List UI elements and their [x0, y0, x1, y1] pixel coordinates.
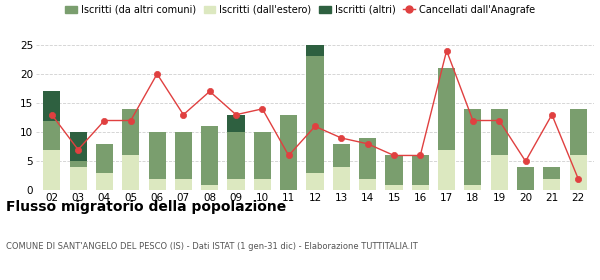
Text: Flusso migratorio della popolazione: Flusso migratorio della popolazione [6, 200, 286, 214]
Bar [412, 185, 429, 190]
Bar [333, 167, 350, 190]
Bar [307, 173, 323, 190]
Bar [43, 120, 61, 150]
Bar [201, 185, 218, 190]
Bar [280, 115, 297, 190]
Bar [227, 179, 245, 190]
Bar [201, 126, 218, 185]
Bar [464, 185, 481, 190]
Bar [149, 132, 166, 179]
Bar [491, 109, 508, 155]
Bar [307, 45, 323, 57]
Bar [569, 109, 587, 155]
Bar [464, 109, 481, 185]
Bar [569, 155, 587, 190]
Bar [517, 167, 534, 190]
Bar [385, 155, 403, 185]
Bar [227, 115, 245, 132]
Bar [333, 144, 350, 167]
Bar [43, 150, 61, 190]
Bar [149, 179, 166, 190]
Text: COMUNE DI SANT'ANGELO DEL PESCO (IS) - Dati ISTAT (1 gen-31 dic) - Elaborazione : COMUNE DI SANT'ANGELO DEL PESCO (IS) - D… [6, 242, 418, 251]
Bar [544, 167, 560, 179]
Bar [491, 155, 508, 190]
Bar [70, 161, 86, 167]
Bar [122, 109, 139, 155]
Bar [438, 68, 455, 150]
Bar [96, 144, 113, 173]
Bar [70, 167, 86, 190]
Bar [254, 132, 271, 179]
Bar [43, 91, 61, 120]
Bar [385, 185, 403, 190]
Bar [70, 132, 86, 161]
Bar [307, 57, 323, 173]
Bar [122, 155, 139, 190]
Bar [438, 150, 455, 190]
Bar [175, 132, 192, 179]
Legend: Iscritti (da altri comuni), Iscritti (dall'estero), Iscritti (altri), Cancellati: Iscritti (da altri comuni), Iscritti (da… [65, 5, 535, 15]
Bar [359, 138, 376, 179]
Bar [359, 179, 376, 190]
Bar [254, 179, 271, 190]
Bar [544, 179, 560, 190]
Bar [227, 132, 245, 179]
Bar [96, 173, 113, 190]
Bar [412, 155, 429, 185]
Bar [175, 179, 192, 190]
